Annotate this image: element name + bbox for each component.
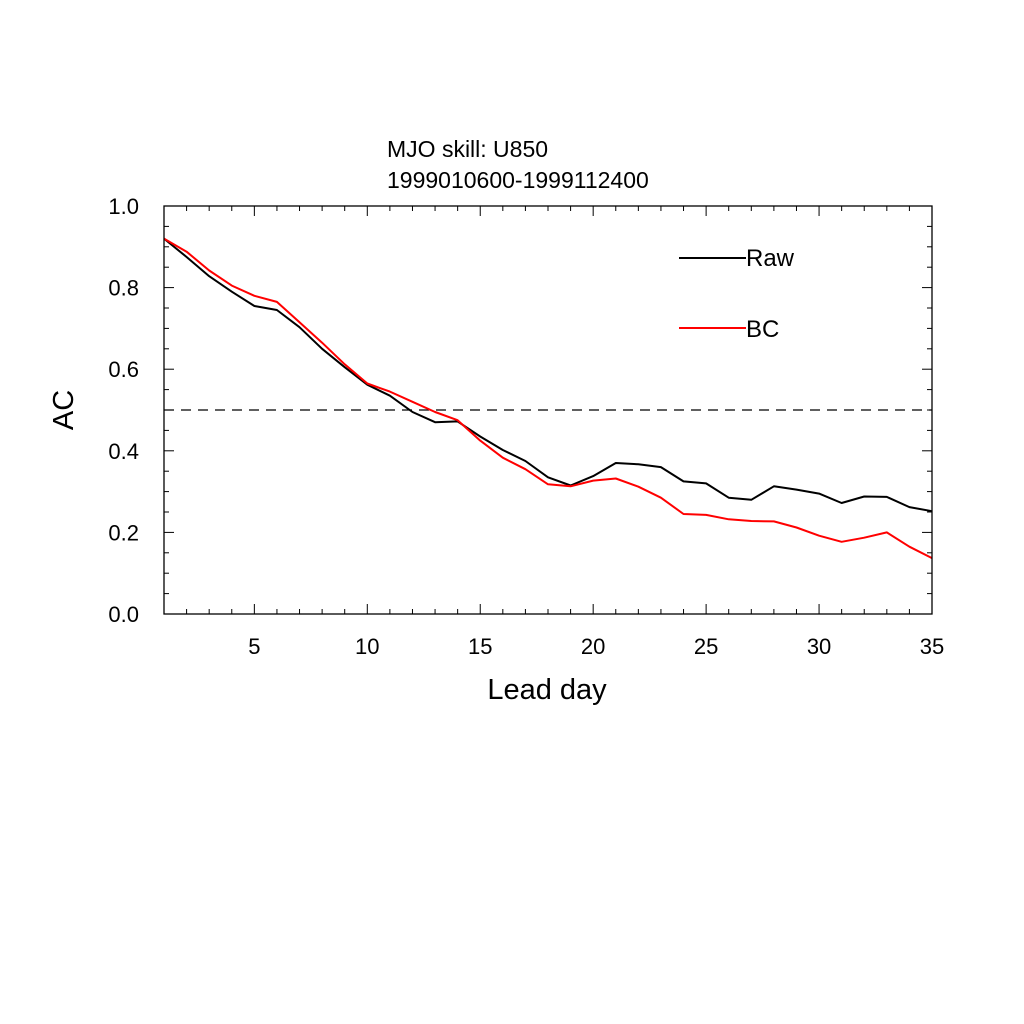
x-axis-title: Lead day [487,674,607,706]
legend-label-bc: BC [746,316,779,343]
chart-title: MJO skill: U850 [387,136,548,162]
x-tick-label: 15 [468,634,492,659]
y-tick-label: 0.6 [108,357,139,382]
y-axis-title: AC [48,390,80,430]
y-tick-label: 0.8 [108,276,139,301]
x-tick-label: 5 [248,634,260,659]
x-tick-label: 35 [920,634,944,659]
y-tick-label: 0.0 [108,602,139,627]
legend: Raw BC [679,245,795,343]
legend-label-raw: Raw [746,245,795,272]
series-line-raw [163,237,933,513]
x-tick-label: 25 [694,634,718,659]
series-line-bc [163,237,933,559]
y-tick-label: 0.4 [108,439,139,464]
x-tick-label: 20 [581,634,605,659]
plot-area: 5 10 15 20 25 30 35 0.0 0.2 0.4 0.6 0.8 1.0 [108,194,944,659]
y-tick-label: 1.0 [108,194,139,219]
chart-subtitle: 1999010600-1999112400 [387,167,649,193]
x-tick-label: 10 [355,634,379,659]
y-tick-label: 0.2 [108,520,139,545]
x-tick-label: 30 [807,634,831,659]
